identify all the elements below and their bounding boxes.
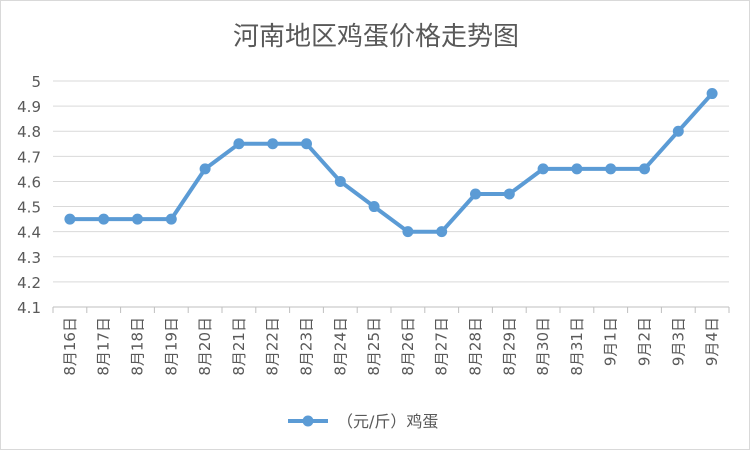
data-point [605, 163, 617, 175]
data-point [639, 163, 650, 175]
y-tick-label: 4.2 [17, 274, 41, 292]
chart-title: 河南地区鸡蛋价格走势图 [233, 22, 519, 52]
x-tick-label: 9月1日 [602, 317, 620, 366]
y-tick-label: 4.1 [17, 299, 41, 317]
x-tick-label: 8月17日 [95, 317, 113, 376]
legend-marker-swatch [302, 415, 314, 427]
data-point [334, 175, 346, 187]
x-tick-label: 8月23日 [298, 317, 316, 376]
x-axis [52, 306, 730, 313]
x-tick-label: 9月4日 [703, 317, 721, 366]
data-point [537, 163, 549, 175]
data-point [706, 88, 718, 100]
legend: （元/斤）鸡蛋 [288, 412, 438, 431]
legend-label: （元/斤）鸡蛋 [337, 412, 438, 431]
x-tick-label: 8月20日 [196, 317, 214, 376]
data-point [571, 163, 583, 175]
y-tick-label: 4.9 [17, 98, 41, 116]
data-point [402, 226, 414, 238]
series-layer [64, 88, 718, 238]
x-tick-label: 8月29日 [500, 317, 518, 376]
gridlines [53, 80, 729, 283]
data-point [132, 213, 143, 225]
x-tick-label: 8月19日 [162, 317, 180, 376]
data-point [368, 201, 380, 213]
x-tick-label: 9月2日 [636, 317, 654, 366]
data-point [64, 213, 76, 225]
y-axis-ticks: 4.1 4.2 4.3 4.4 4.5 4.6 4.7 4.8 4.9 5 [17, 73, 41, 317]
y-tick-label: 5 [31, 73, 41, 91]
data-point [503, 188, 515, 200]
data-point [436, 226, 448, 238]
data-point [267, 138, 279, 150]
x-tick-label: 8月24日 [331, 317, 349, 376]
x-tick-label: 8月26日 [399, 317, 417, 376]
data-point [672, 125, 684, 137]
data-point [199, 163, 211, 175]
series-line-0 [67, 91, 715, 234]
y-tick-label: 4.7 [17, 148, 41, 166]
data-point [165, 213, 177, 225]
y-tick-label: 4.3 [17, 249, 41, 267]
x-tick-label: 8月25日 [365, 317, 383, 376]
data-point [233, 138, 245, 150]
x-tick-label: 8月28日 [467, 317, 485, 376]
x-tick-label: 8月16日 [61, 317, 79, 376]
x-tick-label: 8月30日 [534, 317, 552, 376]
data-point [98, 213, 110, 225]
data-point [301, 138, 312, 150]
x-tick-label: 9月3日 [669, 317, 687, 366]
x-axis-ticks: 8月16日 8月17日 8月18日 8月19日 8月20日 8月21日 8月22日 8月23日… [61, 317, 721, 376]
x-tick-label: 8月18日 [129, 317, 147, 376]
x-tick-label: 8月27日 [433, 317, 451, 376]
x-tick-label: 8月22日 [264, 317, 282, 376]
y-tick-label: 4.4 [17, 224, 41, 242]
y-tick-label: 4.5 [17, 199, 41, 217]
data-point [470, 188, 481, 200]
x-tick-label: 8月21日 [230, 317, 248, 376]
x-tick-label: 8月31日 [568, 317, 586, 376]
y-tick-label: 4.6 [17, 173, 41, 191]
y-tick-label: 4.8 [17, 123, 41, 141]
